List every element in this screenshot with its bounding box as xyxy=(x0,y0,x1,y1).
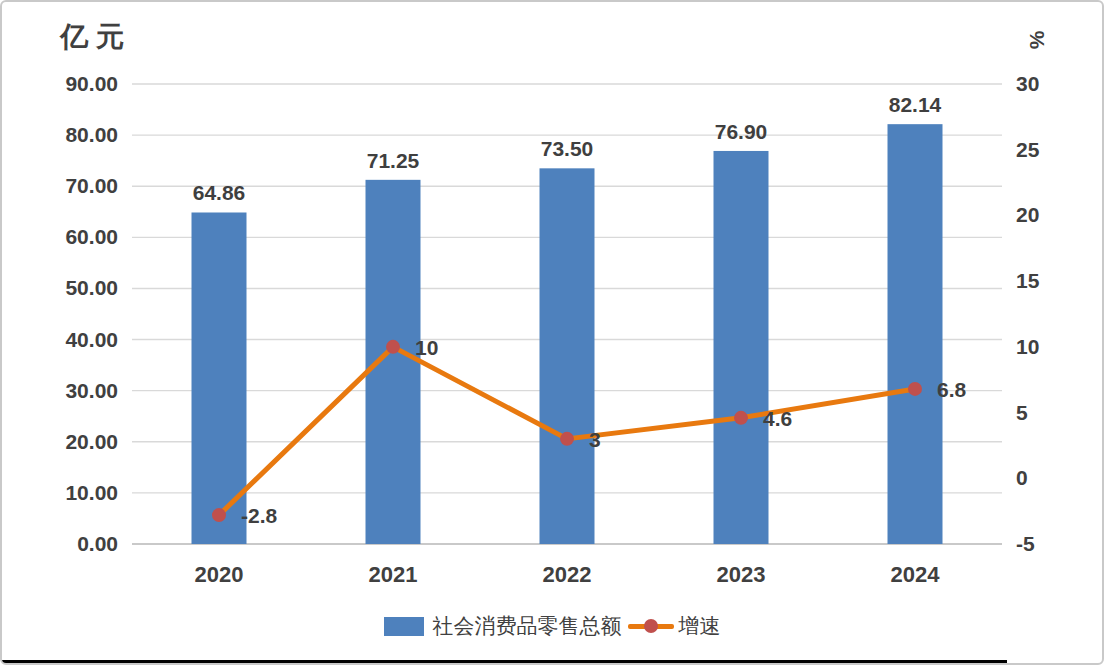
bar-2024 xyxy=(888,124,943,544)
left-axis-tick-label: 80.00 xyxy=(65,123,118,146)
legend-bar-swatch xyxy=(384,617,424,636)
x-axis-category-label: 2021 xyxy=(369,562,418,587)
chart-plot-area: 0.00 10.00 20.00 30.00 40.00 50.00 60.00 70.00 8… xyxy=(2,2,1104,665)
bottom-rule xyxy=(2,660,1007,663)
legend-label-bar-series: 社会消费品零售总额 xyxy=(433,612,622,640)
bar-data-label: 71.25 xyxy=(367,149,420,172)
line-data-label: 4.6 xyxy=(763,407,792,430)
right-axis-tick-label: -5 xyxy=(1016,532,1035,555)
bar-data-label: 64.86 xyxy=(193,181,246,204)
line-data-label: 10 xyxy=(415,336,438,359)
x-axis-category-label: 2022 xyxy=(543,562,592,587)
line-data-label: 3 xyxy=(589,428,601,451)
x-axis-category-label: 2023 xyxy=(717,562,766,587)
chart-frame: 亿元 % 0.0010.0020.0030.0040.0050.0060.007… xyxy=(0,0,1104,665)
line-marker xyxy=(386,340,400,354)
line-marker xyxy=(212,508,226,522)
bar-2021 xyxy=(366,180,421,544)
legend-line-swatch xyxy=(628,616,674,636)
bar-data-label: 82.14 xyxy=(889,93,942,116)
left-axis-tick-label: 30.00 xyxy=(65,379,118,402)
bar-data-label: 76.90 xyxy=(715,120,768,143)
line-data-label: 6.8 xyxy=(937,378,967,401)
legend: 社会消费品零售总额 增速 xyxy=(2,612,1102,640)
x-axis-category-label: 2020 xyxy=(195,562,244,587)
line-data-label: -2.8 xyxy=(241,504,278,527)
left-axis-tick-label: 60.00 xyxy=(65,225,118,248)
legend-label-line-series: 增速 xyxy=(679,612,721,640)
line-marker xyxy=(734,411,748,425)
right-axis-tick-label: 5 xyxy=(1016,401,1028,424)
legend-line-marker-dot xyxy=(644,619,658,633)
right-axis-tick-label: 20 xyxy=(1016,203,1039,226)
left-axis-tick-label: 20.00 xyxy=(65,430,118,453)
right-axis-tick-label: 10 xyxy=(1016,335,1039,358)
left-axis-tick-label: 0.00 xyxy=(77,532,118,555)
right-axis-tick-label: 0 xyxy=(1016,466,1028,489)
line-marker xyxy=(908,382,922,396)
bar-2023 xyxy=(714,151,769,544)
left-axis-tick-label: 70.00 xyxy=(65,174,118,197)
left-axis-tick-label: 10.00 xyxy=(65,481,118,504)
left-axis-tick-label: 40.00 xyxy=(65,328,118,351)
line-marker xyxy=(560,432,574,446)
x-axis-category-label: 2024 xyxy=(891,562,941,587)
right-axis-tick-label: 15 xyxy=(1016,269,1040,292)
left-axis-tick-label: 50.00 xyxy=(65,276,118,299)
right-axis-tick-label: 30 xyxy=(1016,72,1039,95)
bar-2022 xyxy=(540,168,595,544)
bar-data-label: 73.50 xyxy=(541,137,594,160)
right-axis-tick-label: 25 xyxy=(1016,138,1040,161)
left-axis-tick-label: 90.00 xyxy=(65,72,118,95)
